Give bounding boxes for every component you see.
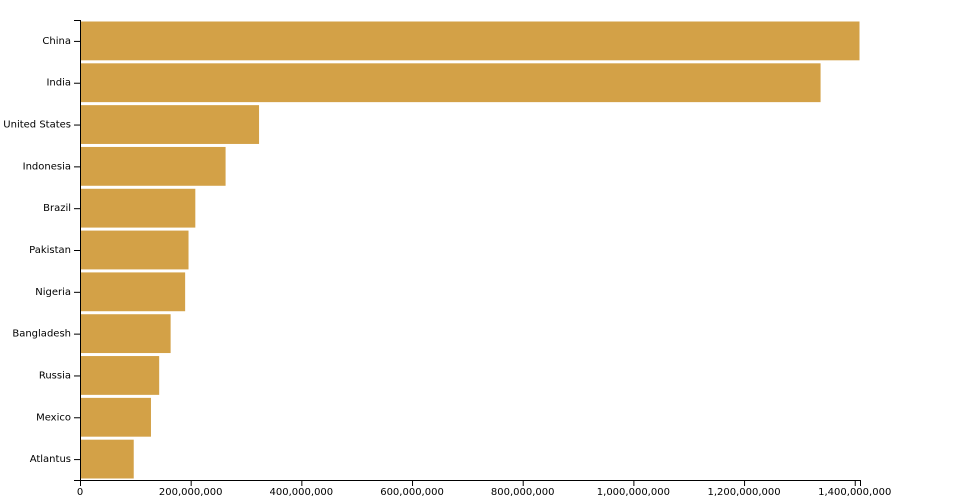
bar-brazil xyxy=(79,187,197,229)
y-tick-label: Pakistan xyxy=(29,245,71,256)
bars-group xyxy=(79,20,861,480)
bar-united-states xyxy=(79,104,261,145)
y-axis: China India United States Indonesia Brazil Pa… xyxy=(3,20,81,481)
bar-indonesia xyxy=(79,145,227,187)
bar-india xyxy=(79,62,822,104)
bar-nigeria xyxy=(79,271,187,313)
x-axis-line xyxy=(80,480,861,486)
bar-pakistan xyxy=(79,229,190,271)
y-tick-label: Bangladesh xyxy=(12,329,71,340)
y-tick-label: Russia xyxy=(39,370,71,381)
x-tick-label: 400,000,000 xyxy=(270,487,334,498)
bar-mexico xyxy=(79,396,152,438)
y-tick-label: Indonesia xyxy=(23,161,71,172)
y-axis-line xyxy=(74,20,81,481)
x-tick-label: 800,000,000 xyxy=(491,487,555,498)
x-tick-label: 600,000,000 xyxy=(380,487,444,498)
y-tick-label: United States xyxy=(3,120,71,131)
x-tick-label: 0 xyxy=(77,487,83,498)
y-tick-label: China xyxy=(42,36,71,47)
bar-china xyxy=(79,20,861,62)
x-axis: 0 200,000,000 400,000,000 600,000,000 800,00… xyxy=(77,480,891,498)
bar-atlantus xyxy=(79,438,135,480)
x-tick-label: 1,400,000,000 xyxy=(818,487,891,498)
x-tick-label: 1,200,000,000 xyxy=(707,487,780,498)
y-tick-label: Nigeria xyxy=(35,287,71,298)
y-tick-label: Brazil xyxy=(43,203,71,214)
y-tick-label: India xyxy=(46,78,71,89)
bar-russia xyxy=(79,355,161,396)
bar-bangladesh xyxy=(79,313,172,355)
x-tick-label: 1,000,000,000 xyxy=(597,487,670,498)
x-tick-label: 200,000,000 xyxy=(159,487,223,498)
y-tick-label: Atlantus xyxy=(30,454,71,465)
y-tick-label: Mexico xyxy=(36,412,71,423)
